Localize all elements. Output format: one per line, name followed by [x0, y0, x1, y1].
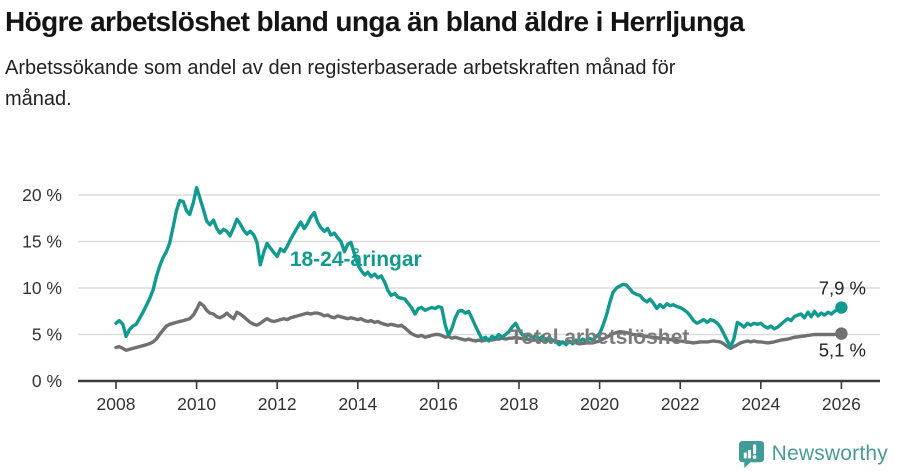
x-tick-label-2018: 2018 — [500, 394, 539, 414]
y-tick-label-10: 10 % — [22, 278, 62, 298]
logo-bar-1 — [743, 452, 747, 459]
series-line-1 — [114, 185, 844, 349]
newsworthy-attribution[interactable]: Newsworthy — [738, 439, 888, 469]
newsworthy-logo-icon — [738, 440, 764, 468]
subtitle-line-2: månad. — [5, 88, 72, 110]
x-tick-label-2016: 2016 — [419, 394, 458, 414]
chart-title: Högre arbetslöshet bland unga än bland ä… — [5, 6, 745, 37]
y-tick-label-15: 15 % — [22, 232, 62, 252]
logo-bar-2 — [747, 450, 751, 459]
subtitle-line-1: Arbetssökande som andel av den registerb… — [5, 57, 676, 79]
series-line-0 — [114, 301, 844, 352]
series-end-dot-1 — [835, 301, 848, 314]
chart-header: Högre arbetslöshet bland unga än bland ä… — [5, 4, 885, 115]
y-tick-label-5: 5 % — [32, 325, 62, 345]
x-tick-label-2026: 2026 — [822, 394, 861, 414]
x-tick-label-2014: 2014 — [338, 394, 377, 414]
x-tick-label-2024: 2024 — [741, 394, 780, 414]
series-label-1: 18-24-åringar — [290, 248, 422, 271]
series-label-0: Total arbetslöshet — [510, 326, 689, 349]
logo-exclamation-dot — [752, 455, 757, 459]
x-tick-label-2012: 2012 — [258, 394, 297, 414]
brand-name: Newsworthy — [771, 442, 888, 465]
x-tick-label-2022: 2022 — [661, 394, 700, 414]
x-tick-label-2010: 2010 — [177, 394, 216, 414]
y-tick-label-20: 20 % — [22, 185, 62, 205]
logo-exclamation-icon — [752, 444, 756, 455]
end-value-label-0: 5,1 % — [819, 340, 866, 361]
y-tick-label-0: 0 % — [32, 371, 62, 391]
series-end-dot-0 — [835, 327, 848, 340]
chart-subtitle: Arbetssökande som andel av den registerb… — [5, 53, 885, 115]
x-tick-label-2008: 2008 — [97, 394, 136, 414]
x-tick-label-2020: 2020 — [580, 394, 619, 414]
end-value-label-1: 7,9 % — [819, 278, 866, 299]
